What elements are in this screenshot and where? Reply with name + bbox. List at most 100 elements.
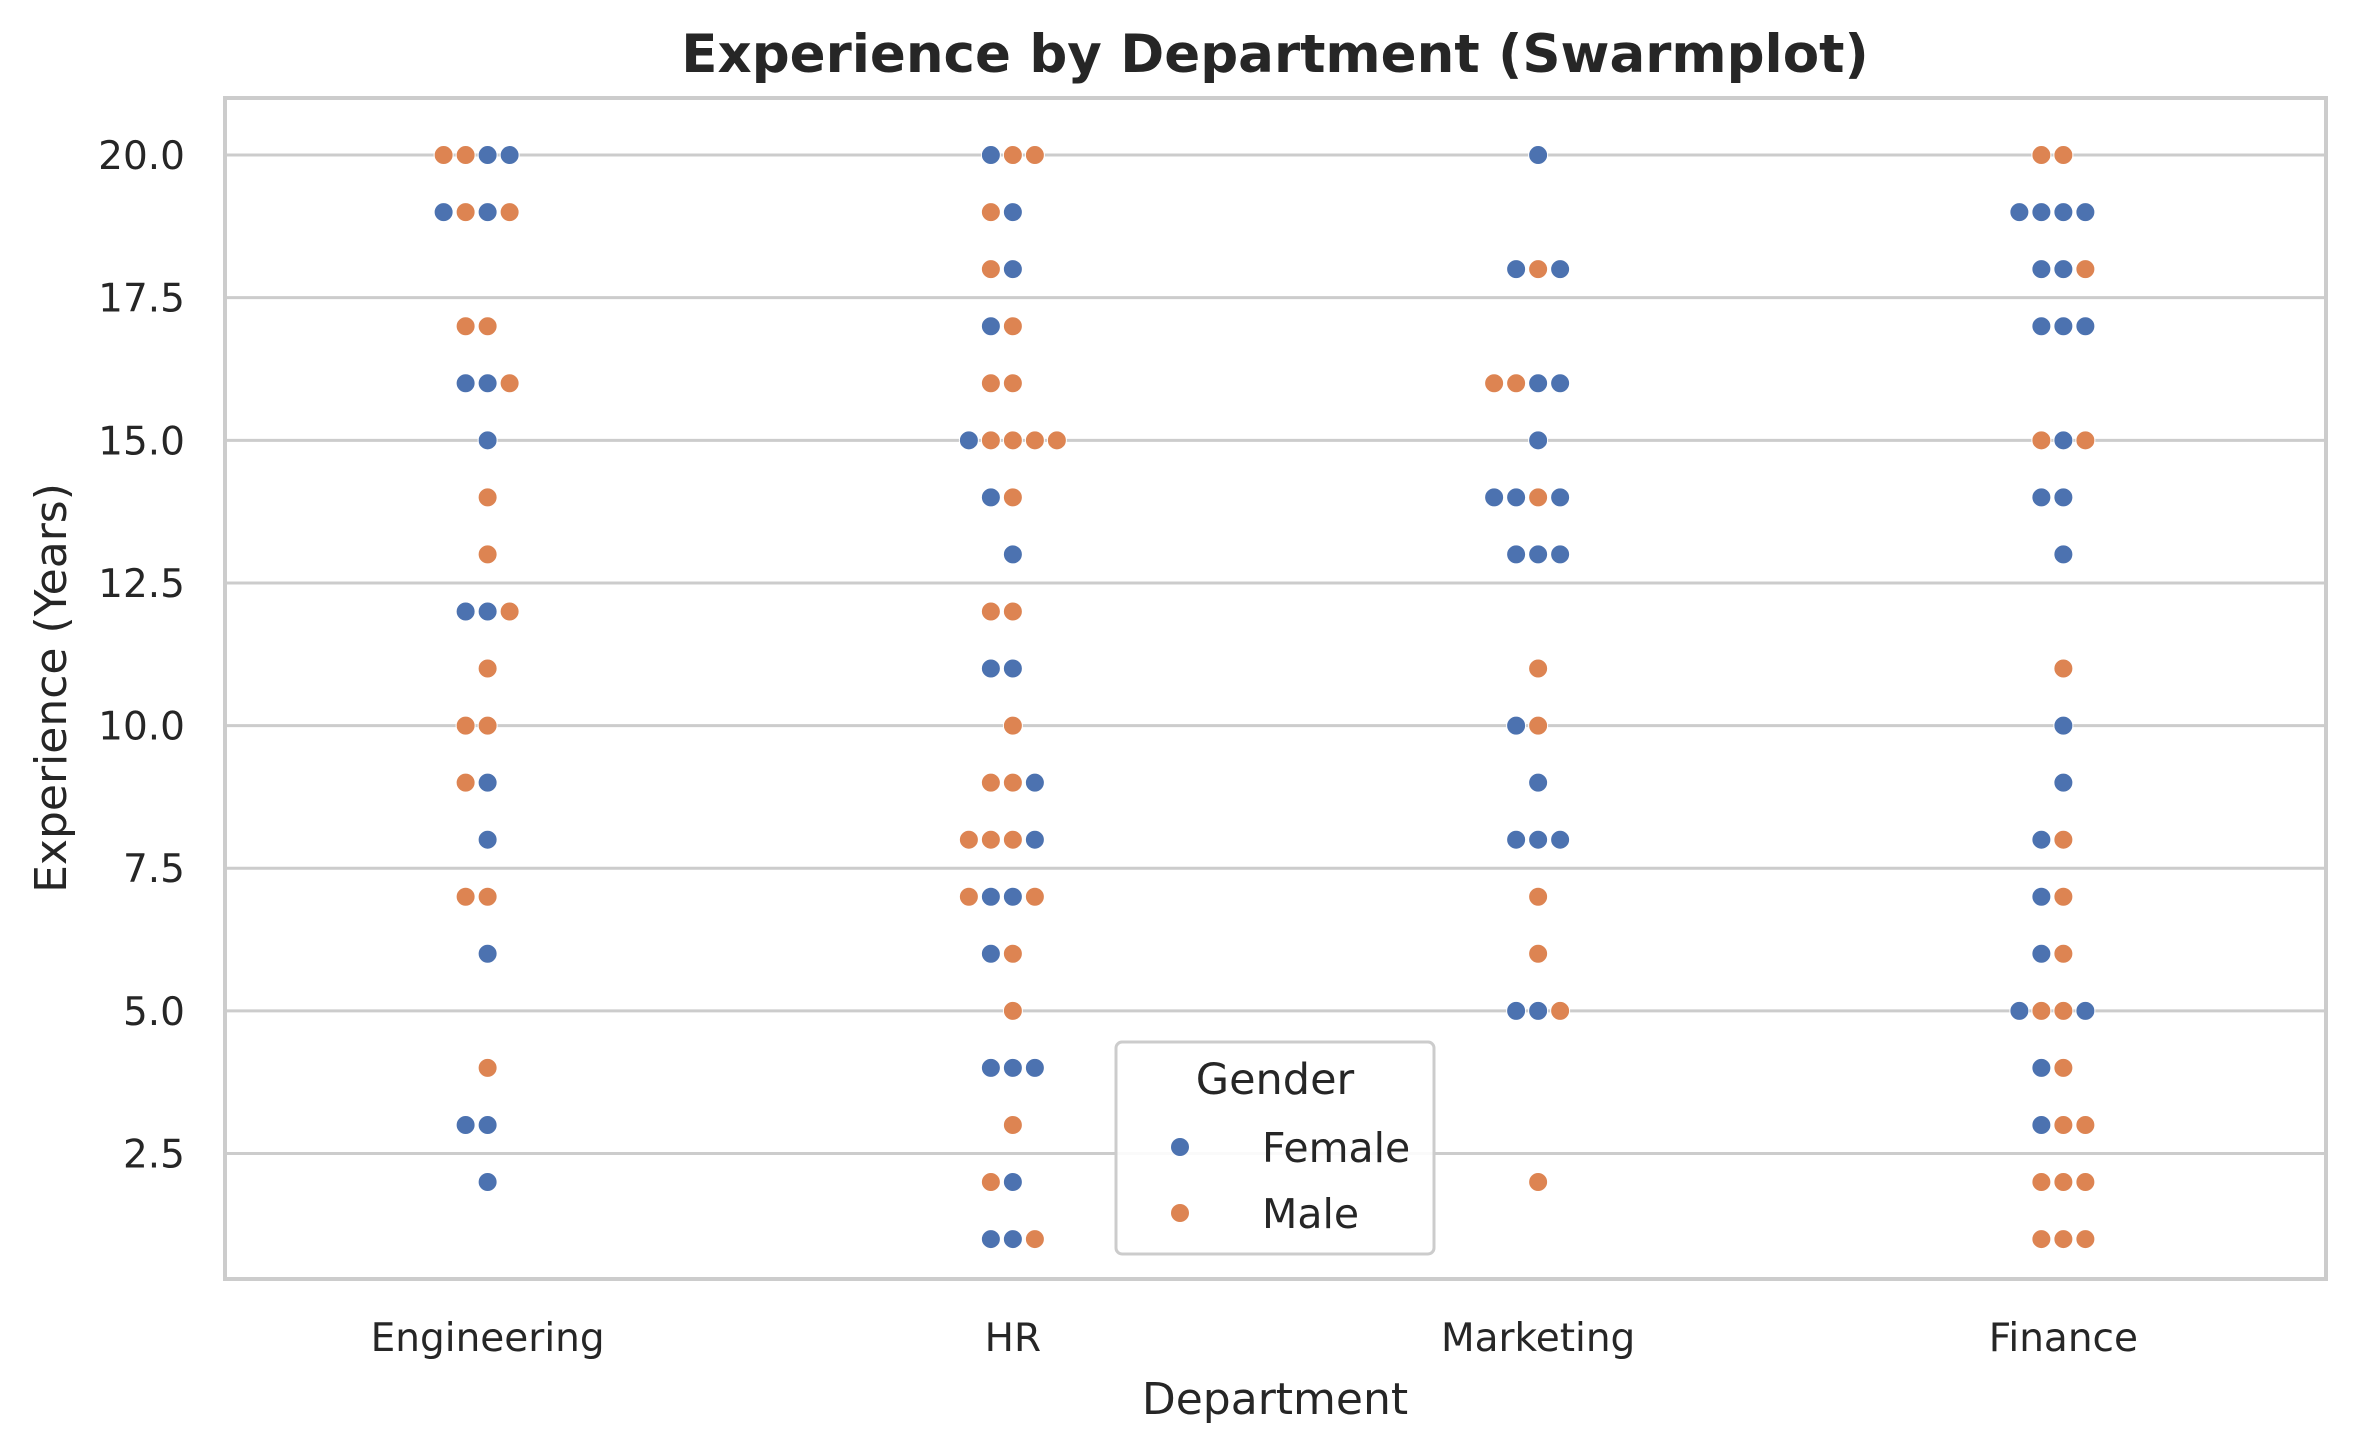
data-point-marketing-male [1528, 487, 1549, 508]
data-point-engineering-male [455, 316, 476, 337]
data-point-engineering-female [477, 145, 498, 166]
y-tick-label: 5.0 [123, 990, 185, 1035]
data-point-marketing-female [1550, 373, 1571, 394]
data-point-engineering-female [477, 373, 498, 394]
legend: Gender Female Male [1114, 1040, 1436, 1256]
data-point-engineering-female [455, 601, 476, 622]
data-point-finance-female [2031, 487, 2052, 508]
data-point-hr-male [980, 1172, 1001, 1193]
data-point-engineering-female [477, 1172, 498, 1193]
data-point-finance-male [2053, 658, 2074, 679]
legend-label-female: Female [1262, 1124, 1410, 1172]
data-point-hr-female [980, 1057, 1001, 1078]
data-point-finance-male [2031, 1229, 2052, 1250]
data-point-engineering-male [477, 1057, 498, 1078]
data-point-hr-female [1002, 202, 1023, 223]
data-point-finance-male [2075, 1172, 2096, 1193]
data-point-marketing-female [1528, 1000, 1549, 1021]
data-point-hr-male [980, 772, 1001, 793]
data-point-marketing-female [1528, 772, 1549, 793]
data-point-hr-male [980, 259, 1001, 280]
data-point-engineering-female [433, 202, 454, 223]
data-point-engineering-male [499, 202, 520, 223]
y-tick-label: 12.5 [98, 562, 185, 607]
data-point-marketing-female [1528, 430, 1549, 451]
data-point-finance-female [2031, 943, 2052, 964]
data-point-finance-male [2075, 259, 2096, 280]
data-point-finance-female [2031, 886, 2052, 907]
data-point-finance-female [2075, 1000, 2096, 1021]
legend-marker-female [1171, 1138, 1189, 1156]
data-point-finance-female [2031, 202, 2052, 223]
data-point-engineering-male [455, 772, 476, 793]
data-point-marketing-female [1550, 259, 1571, 280]
data-point-hr-female [980, 943, 1001, 964]
data-point-hr-male [1002, 316, 1023, 337]
legend-label-male: Male [1262, 1190, 1359, 1238]
data-point-finance-female [2053, 430, 2074, 451]
data-point-hr-male [980, 601, 1001, 622]
data-point-finance-male [2053, 1229, 2074, 1250]
data-point-engineering-female [499, 145, 520, 166]
data-point-hr-female [1002, 259, 1023, 280]
data-point-hr-male [1024, 430, 1045, 451]
data-point-hr-male [1002, 373, 1023, 394]
data-point-hr-female [980, 487, 1001, 508]
data-point-finance-male [2075, 1114, 2096, 1135]
data-point-engineering-female [477, 430, 498, 451]
y-tick-label: 7.5 [123, 847, 185, 892]
data-point-marketing-male [1528, 886, 1549, 907]
data-point-finance-female [2053, 259, 2074, 280]
legend-marker-male [1171, 1204, 1189, 1222]
data-point-finance-male [2053, 1000, 2074, 1021]
data-point-marketing-female [1484, 487, 1505, 508]
x-tick-label-marketing: Marketing [1441, 1316, 1635, 1361]
data-point-engineering-male [499, 373, 520, 394]
data-point-hr-male [1046, 430, 1067, 451]
data-point-hr-male [1002, 145, 1023, 166]
data-point-finance-male [2053, 1172, 2074, 1193]
data-point-engineering-male [477, 487, 498, 508]
data-point-engineering-male [455, 202, 476, 223]
data-point-hr-male [958, 829, 979, 850]
data-point-finance-female [2031, 1057, 2052, 1078]
data-point-marketing-female [1506, 829, 1527, 850]
data-point-finance-female [2075, 316, 2096, 337]
data-point-engineering-male [455, 145, 476, 166]
data-point-marketing-male [1528, 943, 1549, 964]
data-point-finance-female [2053, 772, 2074, 793]
legend-box [1114, 1040, 1436, 1256]
data-point-marketing-male [1484, 373, 1505, 394]
data-point-marketing-female [1528, 829, 1549, 850]
data-point-marketing-female [1506, 259, 1527, 280]
data-point-hr-male [1002, 829, 1023, 850]
data-point-engineering-male [455, 886, 476, 907]
y-tick-label: 20.0 [98, 134, 185, 179]
data-point-hr-female [980, 145, 1001, 166]
data-point-finance-male [2053, 145, 2074, 166]
data-point-hr-female [980, 658, 1001, 679]
data-point-finance-female [2031, 259, 2052, 280]
x-axis-label: Department [1142, 1374, 1408, 1425]
data-point-marketing-female [1528, 145, 1549, 166]
data-point-finance-female [2031, 316, 2052, 337]
data-point-engineering-male [477, 544, 498, 565]
data-point-finance-male [2053, 829, 2074, 850]
data-point-hr-male [980, 373, 1001, 394]
data-point-hr-female [1002, 1172, 1023, 1193]
data-point-hr-female [980, 1229, 1001, 1250]
data-point-engineering-male [477, 316, 498, 337]
y-tick-label: 15.0 [98, 419, 185, 464]
x-tick-label-hr: HR [985, 1316, 1041, 1361]
data-point-finance-female [2009, 1000, 2030, 1021]
data-point-hr-male [1024, 886, 1045, 907]
data-point-hr-male [1024, 145, 1045, 166]
data-point-engineering-male [477, 886, 498, 907]
data-point-hr-male [1002, 601, 1023, 622]
x-tick-label-engineering: Engineering [371, 1316, 605, 1361]
data-point-engineering-female [477, 772, 498, 793]
data-point-finance-female [2053, 316, 2074, 337]
plot-frame [223, 96, 2328, 1281]
data-point-marketing-male [1528, 658, 1549, 679]
